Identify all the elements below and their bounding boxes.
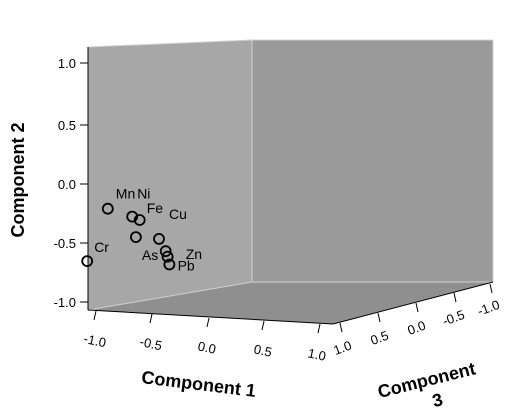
data-point-marker (159, 245, 172, 258)
component2-axis: 1.0 0.5 0.0 -0.5 -1.0 Component 2 (8, 56, 88, 310)
component3-tick-label: -1.0 (475, 297, 501, 319)
data-point-label: Cr (94, 239, 109, 255)
data-point-label: Pb (178, 258, 195, 274)
component1-axis: -1.0 -0.5 0.0 0.5 1.0 Component 1 (82, 310, 328, 401)
data-point-label: Cu (169, 206, 187, 222)
component2-axis-title: Component 2 (8, 123, 28, 238)
component2-tick-label: 0.5 (58, 118, 76, 133)
data-point-marker (133, 214, 146, 226)
data-point-label: Mn (116, 186, 135, 202)
component1-tick-label: 1.0 (307, 345, 328, 363)
component1-tick-label: -1.0 (82, 331, 107, 350)
component3-tick-label: 0.5 (368, 328, 390, 348)
component1-axis-title: Component 1 (140, 367, 257, 401)
component1-tick-label: 0.5 (253, 341, 274, 359)
component3-axis-title: Component (376, 358, 478, 402)
data-point-marker (161, 250, 174, 263)
data-point-label: Zn (186, 246, 202, 262)
component2-tick-label: -1.0 (54, 295, 76, 310)
component3-axis-title-line2: 3 (430, 389, 445, 408)
component3-tick-label: 1.0 (331, 338, 353, 358)
data-point-marker (129, 231, 142, 244)
data-point-marker (126, 210, 139, 223)
data-point-label: Fe (147, 200, 164, 216)
component2-tick-label: 1.0 (58, 56, 76, 71)
component3-tick-label: -0.5 (440, 307, 466, 329)
component1-tick-label: -0.5 (138, 334, 163, 353)
component2-tick-label: 0.0 (58, 177, 76, 192)
data-point-label: As (142, 247, 158, 263)
data-point-marker (163, 258, 176, 271)
component2-tick-label: -0.5 (54, 236, 76, 251)
data-point-label: Ni (137, 186, 150, 202)
plot-box (87, 39, 494, 325)
data-point-marker (101, 202, 114, 215)
floor (88, 282, 493, 324)
component1-tick-label: 0.0 (197, 338, 218, 356)
data-point-marker (153, 232, 165, 245)
left-wall (88, 40, 252, 310)
component3-tick-label: 0.0 (405, 318, 427, 338)
back-wall (252, 40, 493, 282)
data-point-marker (81, 255, 94, 268)
